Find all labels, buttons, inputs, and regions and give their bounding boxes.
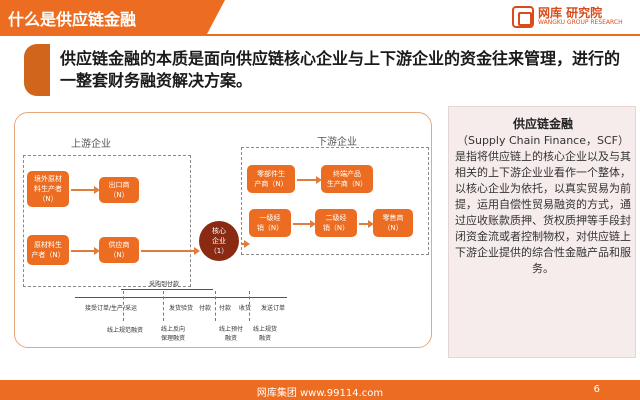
node-supplier: 供应商 （N） [99,237,139,263]
node-label-line: 产者（N） [31,251,65,259]
page-number: 6 [593,384,600,395]
logo-subtitle: WANGKU GROUP RESEARCH [538,19,623,26]
flow-receive-goods: 收货 [239,305,252,312]
arrow [293,220,316,228]
finance-online-pledge-goods: 线上规货 融资 [253,325,277,343]
node-label-line: 销（N） [322,224,350,232]
definition-text: （Supply Chain Finance，SCF）是指将供应链上的核心企业以及… [455,134,631,275]
flow-line [121,289,213,290]
node-label-line: （N） [383,224,403,232]
finance-label-line: 线上反向 [161,326,186,333]
node-label-line: （N） [109,251,129,259]
node-label-line: 产商（N） [254,180,288,188]
finance-label-line: 线上规货 [253,326,278,333]
finance-label-line: 融资 [225,335,238,342]
logo-name: 网库 研究院 [538,6,603,20]
node-distributor-2: 二级经 销（N） [315,209,357,237]
downstream-region [241,147,429,255]
node-label-line: 境外原材 [34,175,62,183]
node-distributor-1: 一级经 销（N） [249,209,291,237]
definition-panel: 供应链金融 （Supply Chain Finance，SCF）是指将供应链上的… [448,106,636,358]
flow-pay-2: 付款 [219,305,232,312]
headline-box: 供应链金融的本质是面向供应链核心企业与上下游企业的资金往来管理，进行的一整套财务… [24,44,624,96]
finance-online-reverse: 线上反向 保理融资 [161,325,185,343]
arrow [297,176,322,184]
flow-issue-order: 发送订单 [261,305,286,312]
node-exporter: 出口商 （N） [99,177,139,203]
node-label-line: （N） [109,191,129,199]
slide-title: 什么是供应链金融 [8,10,137,29]
flow-line [75,297,287,298]
arrow [141,247,200,255]
tick-line [123,291,124,321]
node-parts-producer: 零部件生 产商（N） [247,165,295,193]
node-label-line: （N） [38,195,58,203]
flow-pay-1: 付款 [199,305,212,312]
definition-title: 供应链金融 [512,117,573,131]
node-retailer: 零售商 （N） [373,209,413,237]
finance-online-pledge: 线上规范融资 [107,327,144,334]
node-terminal-producer: 终端产品 生产商（N） [321,165,373,193]
top-bar: 什么是供应链金融 网库 研究院 WANGKU GROUP RESEARCH [0,0,640,34]
flow-ship: 发货验货 [169,305,194,312]
title-band [0,0,225,34]
tick-line [249,291,250,321]
arrow [71,186,100,194]
supply-chain-diagram: 上游企业 下游企业 境外原材 料生产者 （N） 出口商 （N） 原材料生 产者（… [14,112,432,348]
node-label-line: （1） [209,247,229,255]
footer-text: 网库集团 www.99114.com [256,388,384,399]
node-label-line: 供应商 [108,241,130,249]
node-label-line: 核心 [212,227,226,235]
flow-procurement-label: 采购到付款 [149,281,180,288]
headline-text: 供应链金融的本质是面向供应链核心企业与上下游企业的资金往来管理，进行的一整套财务… [60,49,621,90]
node-label-line: 终端产品 [333,170,361,178]
flow-receive-order: 接受订单/生产/采运 [85,305,138,312]
finance-label-line: 保理融资 [161,335,186,342]
node-label-line: 原材料生 [34,241,62,249]
logo-icon [512,6,534,28]
header-divider [0,34,640,36]
tick-line [163,291,164,321]
headline-marker [24,44,50,96]
node-raw-producer: 原材料生 产者（N） [27,235,69,265]
node-label-line: 零部件生 [257,170,285,178]
node-label-line: 销（N） [256,224,284,232]
node-label-line: 料生产者 [34,185,62,193]
node-core-enterprise: 核心 企业 （1） [199,221,239,261]
upstream-region [23,155,191,287]
node-label-line: 出口商 [108,181,130,189]
arrow [359,220,374,228]
upstream-label: 上游企业 [71,139,111,150]
tick-line [215,291,216,321]
downstream-label: 下游企业 [317,137,357,148]
node-label-line: 零售商 [382,214,404,222]
arrow [241,240,250,248]
finance-online-advance: 线上预付 融资 [219,325,243,343]
node-label-line: 生产商（N） [326,180,368,188]
arrow [71,247,100,255]
company-logo: 网库 研究院 WANGKU GROUP RESEARCH [512,4,632,30]
finance-label-line: 线上预付 [219,326,244,333]
node-overseas-supplier: 境外原材 料生产者 （N） [27,171,69,207]
finance-label-line: 融资 [259,335,272,342]
node-label-line: 企业 [212,237,226,245]
node-label-line: 一级经 [259,214,281,222]
footer-bar: 网库集团 www.99114.com 6 [0,380,640,400]
node-label-line: 二级经 [325,214,347,222]
